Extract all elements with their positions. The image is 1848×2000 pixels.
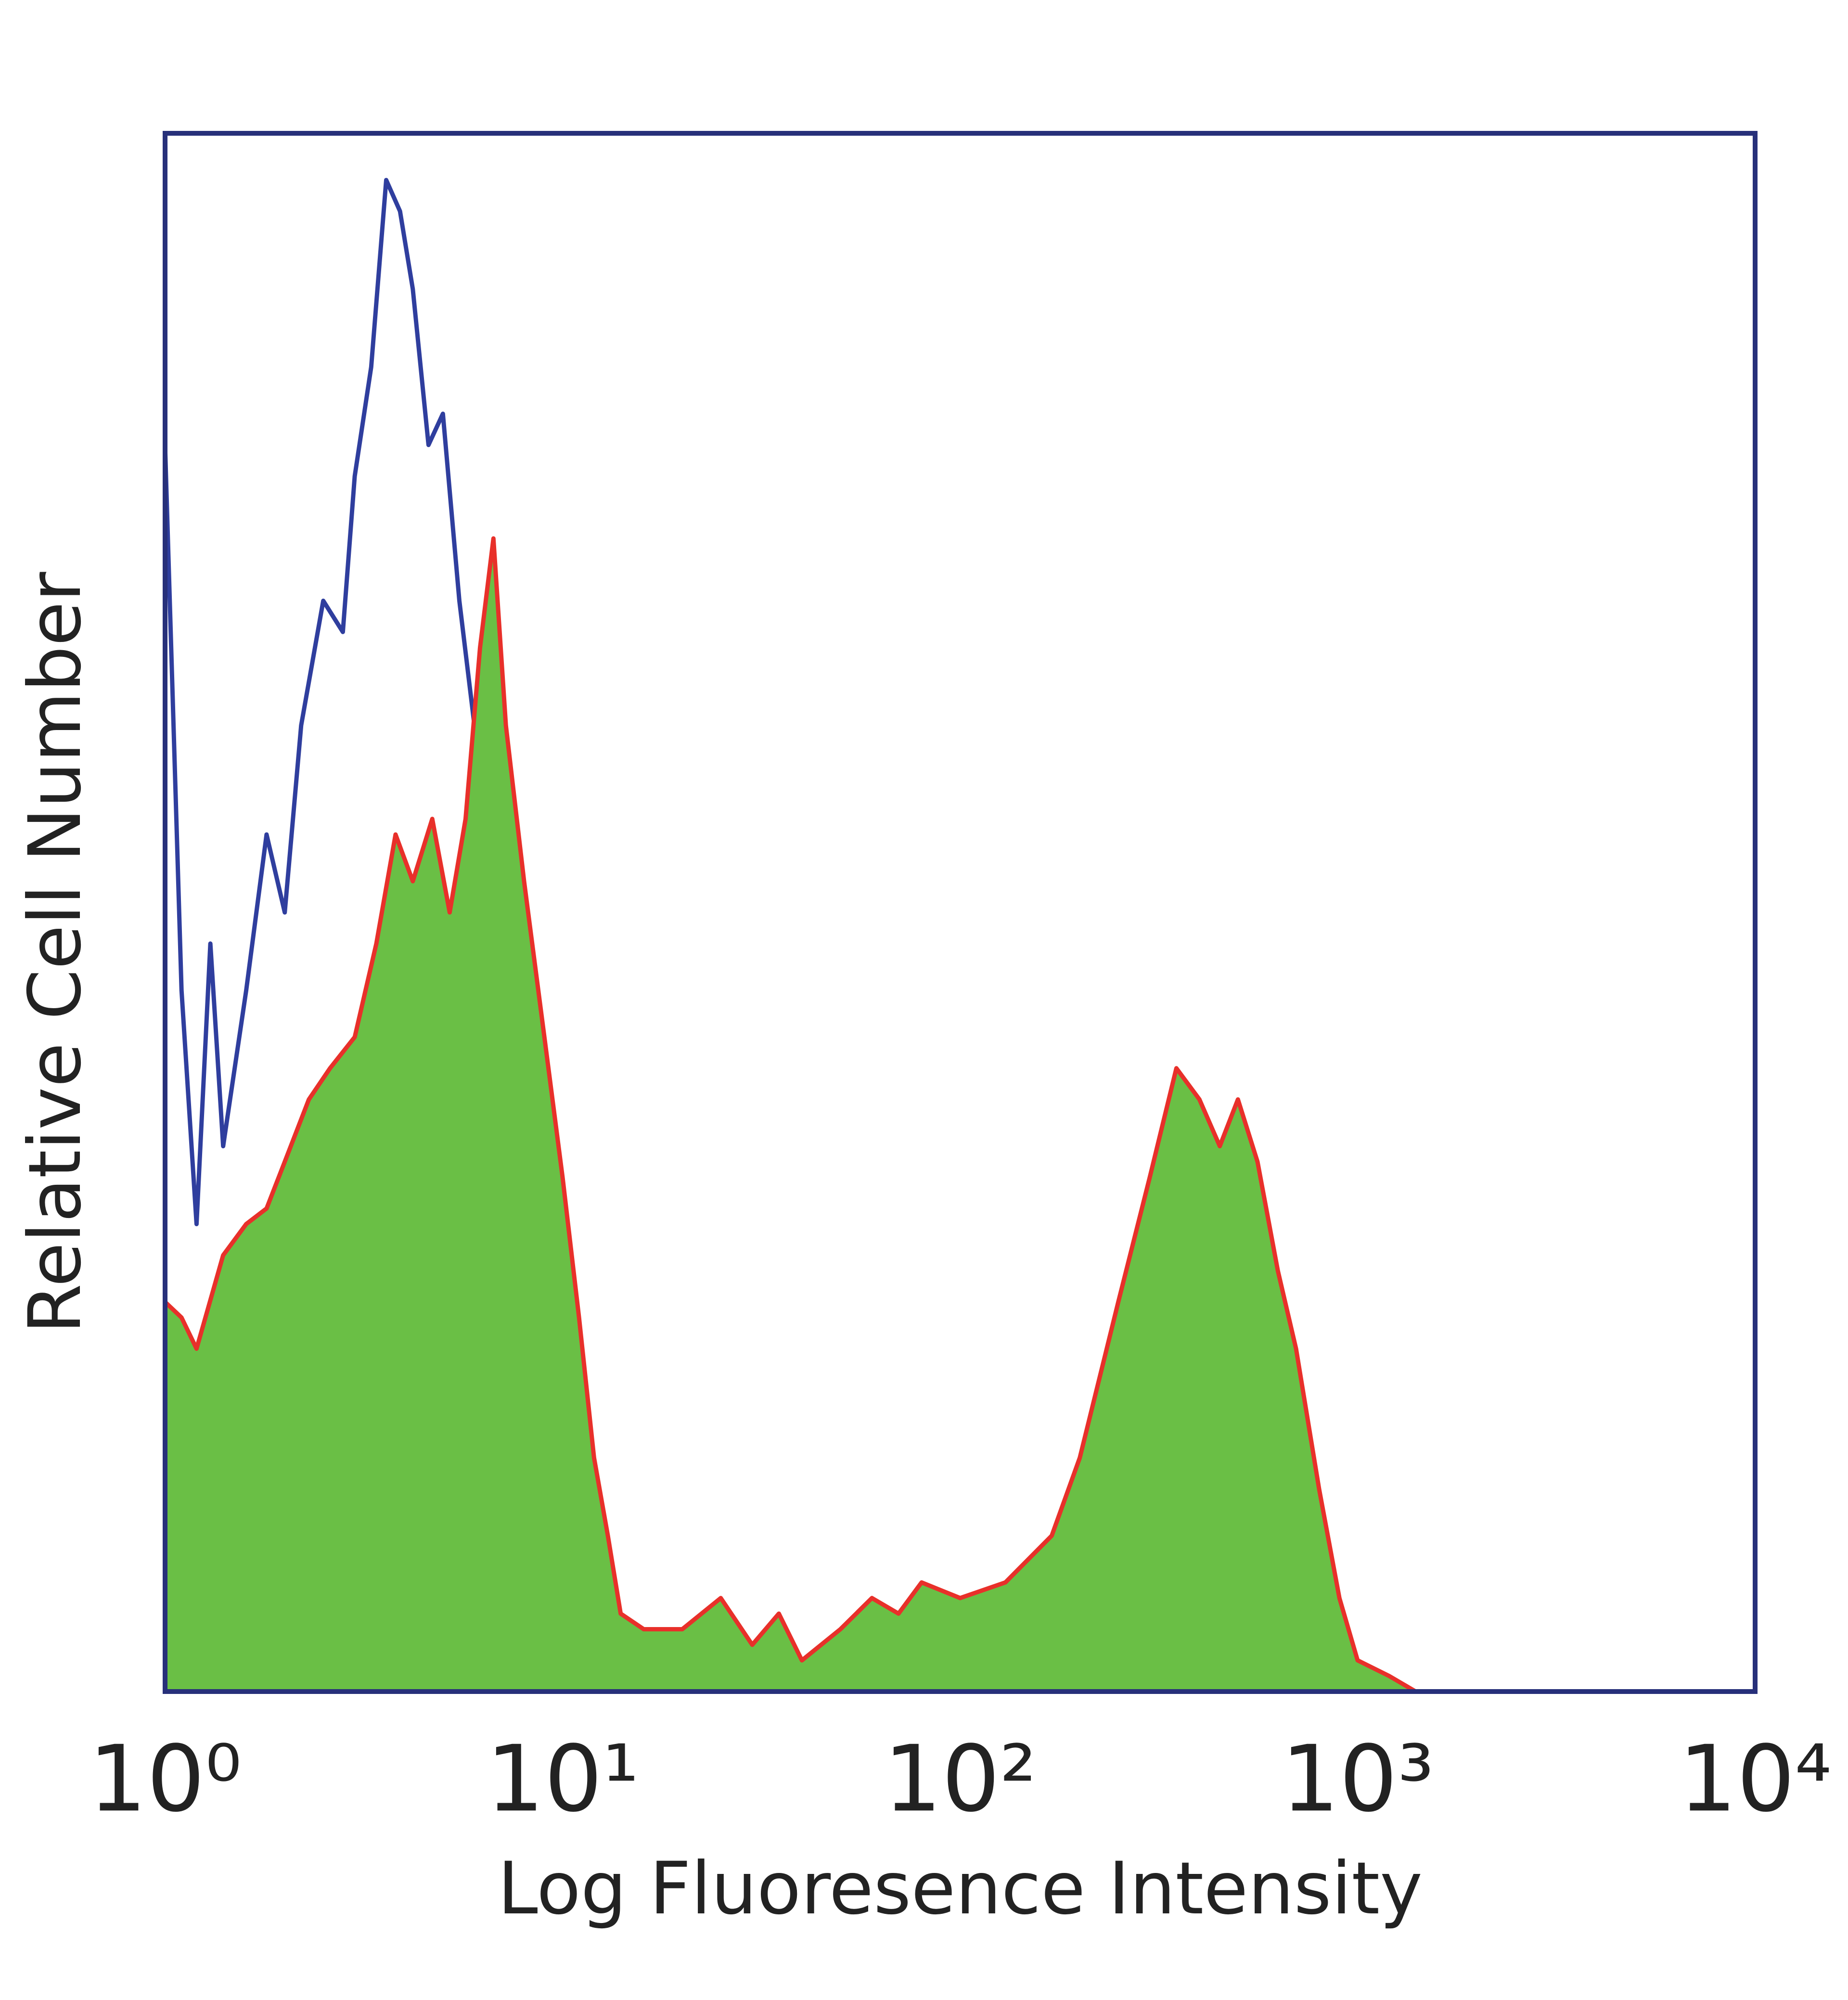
x-tick-label: 10³ xyxy=(1281,1726,1434,1832)
plot-area xyxy=(163,178,1418,1694)
x-tick-label: 10⁰ xyxy=(89,1726,242,1832)
histogram-area xyxy=(163,536,1418,1694)
plot-frame xyxy=(163,131,1758,1694)
x-tick-label: 10¹ xyxy=(486,1726,639,1832)
x-tick-label: 10² xyxy=(884,1726,1037,1832)
x-axis-title: Log Fluoresence Intensity xyxy=(498,1847,1423,1931)
y-axis-title: Relative Cell Number xyxy=(13,572,97,1334)
x-tick-label: 10⁴ xyxy=(1679,1726,1832,1832)
